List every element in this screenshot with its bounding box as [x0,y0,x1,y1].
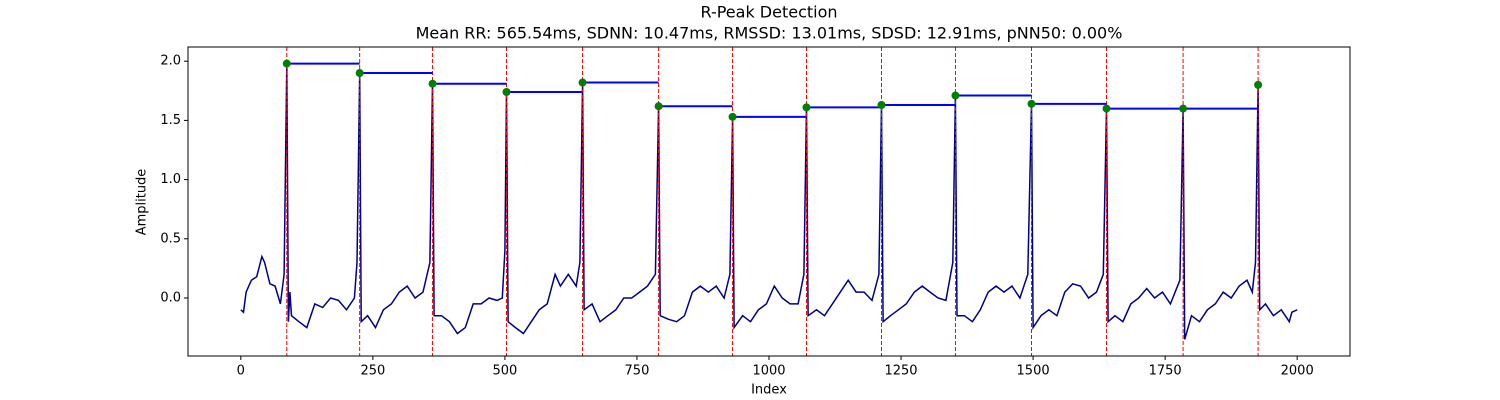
peak-marker [951,91,960,100]
x-tick-label: 750 [625,364,650,379]
x-tick-label: 1500 [1017,364,1050,379]
peak-marker [802,103,811,112]
y-tick-label: 1.0 [160,172,181,187]
chart-title: R-Peak Detection [700,3,837,22]
peak-marker [1027,99,1036,108]
signal-line [240,63,1298,340]
peak-marker [654,102,663,111]
peak-marker [728,112,737,121]
chart-subtitle: Mean RR: 565.54ms, SDNN: 10.47ms, RMSSD:… [416,24,1123,43]
y-tick-label: 0.5 [160,231,181,246]
x-axis-label: Index [751,383,787,398]
peak-marker [877,101,886,110]
peak-marker [1102,104,1111,113]
peak-marker [282,59,291,68]
peak-marker [502,87,511,96]
peak-marker [355,69,364,78]
peak-marker [1254,80,1263,89]
x-tick-label: 1750 [1149,364,1182,379]
x-tick-label: 500 [492,364,517,379]
y-tick-label: 1.5 [160,113,181,128]
peak-marker [1179,104,1188,113]
x-tick-label: 250 [360,364,385,379]
x-tick-label: 1000 [752,364,785,379]
plot-frame [187,46,1351,357]
x-tick-label: 2000 [1281,364,1314,379]
y-tick-label: 0.0 [160,290,181,305]
y-axis-label: Amplitude [135,169,150,236]
peak-marker [578,78,587,87]
y-tick-label: 2.0 [160,54,181,69]
x-tick-label: 1250 [884,364,917,379]
peak-marker [428,79,437,88]
x-tick-label: 0 [237,364,245,379]
